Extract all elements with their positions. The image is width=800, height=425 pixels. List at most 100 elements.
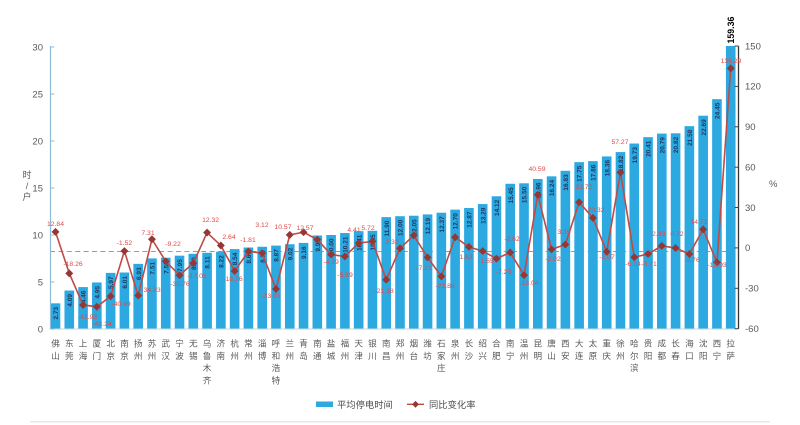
svg-text:17.75: 17.75 bbox=[577, 165, 584, 182]
svg-text:重: 重 bbox=[602, 338, 611, 349]
svg-text:22.69: 22.69 bbox=[701, 119, 708, 136]
svg-text:沈: 沈 bbox=[699, 338, 708, 349]
svg-text:西: 西 bbox=[561, 339, 570, 349]
svg-text:津: 津 bbox=[354, 351, 363, 361]
svg-text:门: 门 bbox=[93, 350, 102, 361]
svg-text:安: 安 bbox=[561, 350, 570, 361]
svg-text:州: 州 bbox=[285, 351, 294, 361]
svg-text:1.62: 1.62 bbox=[459, 254, 472, 261]
svg-text:2.33: 2.33 bbox=[652, 231, 665, 238]
svg-text:8.11: 8.11 bbox=[205, 256, 212, 269]
svg-text:-2.02: -2.02 bbox=[545, 256, 561, 263]
svg-text:/: / bbox=[26, 181, 29, 191]
svg-text:-4.19: -4.19 bbox=[323, 259, 339, 266]
svg-text:州: 州 bbox=[396, 351, 405, 361]
svg-text:海: 海 bbox=[79, 350, 88, 361]
svg-text:18.82: 18.82 bbox=[618, 155, 625, 172]
svg-text:12.05: 12.05 bbox=[411, 219, 418, 236]
svg-text:扬: 扬 bbox=[134, 338, 143, 349]
svg-text:-3.76: -3.76 bbox=[684, 257, 700, 264]
svg-text:特: 特 bbox=[272, 374, 281, 385]
svg-text:山: 山 bbox=[51, 351, 60, 361]
svg-text:武: 武 bbox=[161, 338, 170, 349]
svg-text:岛: 岛 bbox=[299, 350, 308, 361]
svg-text:潍: 潍 bbox=[423, 338, 432, 349]
svg-text:2.32: 2.32 bbox=[385, 239, 398, 246]
svg-text:宁: 宁 bbox=[506, 350, 515, 361]
svg-text:12.00: 12.00 bbox=[398, 219, 405, 236]
svg-text:-3.71: -3.71 bbox=[641, 261, 657, 268]
svg-text:12.32: 12.32 bbox=[202, 217, 219, 224]
svg-text:12.87: 12.87 bbox=[467, 211, 474, 228]
svg-text:温: 温 bbox=[520, 339, 529, 349]
svg-text:莞: 莞 bbox=[65, 350, 74, 361]
svg-text:州: 州 bbox=[451, 351, 460, 361]
svg-text:5.97: 5.97 bbox=[108, 276, 115, 289]
svg-text:%: % bbox=[769, 179, 778, 190]
svg-text:60: 60 bbox=[745, 163, 756, 174]
svg-text:15.45: 15.45 bbox=[508, 187, 515, 204]
svg-text:90: 90 bbox=[745, 122, 756, 133]
svg-text:-1.55: -1.55 bbox=[478, 258, 494, 265]
svg-text:12.57: 12.57 bbox=[296, 225, 313, 232]
svg-text:159.36: 159.36 bbox=[726, 16, 736, 43]
svg-text:150: 150 bbox=[745, 41, 761, 52]
svg-text:成: 成 bbox=[658, 338, 667, 349]
svg-text:-6.14: -6.14 bbox=[625, 261, 641, 268]
svg-text:15: 15 bbox=[32, 183, 43, 194]
svg-text:通: 通 bbox=[313, 351, 322, 361]
svg-text:厦: 厦 bbox=[93, 339, 102, 349]
svg-text:兰: 兰 bbox=[285, 338, 294, 349]
svg-text:拉: 拉 bbox=[726, 338, 735, 349]
svg-text:昆: 昆 bbox=[533, 339, 542, 349]
svg-text:南: 南 bbox=[506, 338, 515, 349]
svg-text:家: 家 bbox=[437, 350, 446, 361]
svg-text:南: 南 bbox=[217, 350, 226, 361]
svg-text:绍: 绍 bbox=[478, 338, 487, 349]
svg-text:0: 0 bbox=[745, 243, 750, 254]
svg-text:明: 明 bbox=[533, 351, 542, 361]
svg-text:8.22: 8.22 bbox=[218, 255, 225, 268]
svg-text:9.16: 9.16 bbox=[301, 246, 308, 259]
svg-text:6.01: 6.01 bbox=[122, 276, 129, 289]
svg-text:北: 北 bbox=[106, 339, 115, 349]
svg-text:上: 上 bbox=[79, 339, 88, 349]
svg-text:-21.38: -21.38 bbox=[374, 288, 393, 295]
svg-text:14.71: 14.71 bbox=[690, 219, 707, 226]
svg-text:13.29: 13.29 bbox=[480, 207, 487, 224]
svg-text:12.70: 12.70 bbox=[453, 213, 460, 230]
svg-text:阳: 阳 bbox=[699, 351, 708, 361]
svg-text:鲁: 鲁 bbox=[203, 350, 212, 361]
svg-text:-2.62: -2.62 bbox=[504, 236, 520, 243]
svg-text:57.27: 57.27 bbox=[611, 139, 628, 146]
svg-text:18.36: 18.36 bbox=[604, 160, 611, 177]
svg-text:-41.93: -41.93 bbox=[78, 314, 97, 321]
svg-text:连: 连 bbox=[575, 350, 584, 361]
svg-text:浩: 浩 bbox=[272, 362, 281, 373]
svg-text:-18.26: -18.26 bbox=[63, 261, 82, 268]
svg-text:-30.76: -30.76 bbox=[170, 281, 189, 288]
svg-text:杭: 杭 bbox=[230, 338, 239, 349]
svg-text:-43.24: -43.24 bbox=[92, 321, 111, 328]
svg-text:3.12: 3.12 bbox=[255, 222, 268, 229]
svg-text:唐: 唐 bbox=[547, 338, 556, 349]
svg-text:州: 州 bbox=[341, 351, 350, 361]
svg-text:-18.76: -18.76 bbox=[223, 276, 242, 283]
svg-text:西: 西 bbox=[713, 339, 722, 349]
svg-text:12.19: 12.19 bbox=[425, 218, 432, 235]
svg-text:12.37: 12.37 bbox=[439, 216, 446, 233]
svg-text:9.02: 9.02 bbox=[287, 247, 294, 260]
svg-text:萨: 萨 bbox=[726, 351, 735, 361]
svg-text:阳: 阳 bbox=[644, 351, 653, 361]
svg-text:4.09: 4.09 bbox=[67, 294, 74, 307]
svg-text:-34.83: -34.83 bbox=[141, 287, 160, 294]
svg-text:泉: 泉 bbox=[451, 338, 460, 349]
svg-text:-30: -30 bbox=[745, 284, 759, 295]
svg-text:4.46: 4.46 bbox=[81, 290, 88, 303]
svg-text:南: 南 bbox=[120, 338, 129, 349]
svg-text:州: 州 bbox=[520, 351, 529, 361]
svg-text:8.87: 8.87 bbox=[274, 249, 281, 262]
svg-text:2.73: 2.73 bbox=[53, 306, 60, 319]
svg-text:烟: 烟 bbox=[409, 339, 418, 349]
svg-text:6.93: 6.93 bbox=[136, 267, 143, 280]
